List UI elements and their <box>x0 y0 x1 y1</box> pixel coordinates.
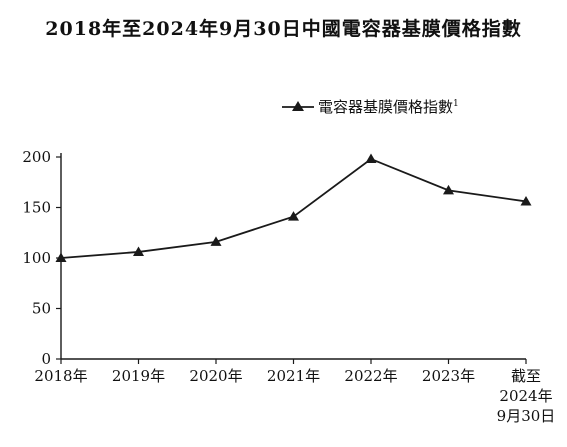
data-point-marker <box>55 252 67 262</box>
x-tick-label: 9月30日 <box>497 407 556 425</box>
legend-label: 電容器基膜價格指數1 <box>318 98 459 116</box>
legend-superscript: 1 <box>453 99 459 109</box>
series-line <box>60 157 527 259</box>
x-tick-label: 2024年 <box>499 387 552 405</box>
y-tick-label: 0 <box>41 350 51 368</box>
data-point-marker <box>210 236 222 246</box>
x-tick-label: 2021年 <box>267 367 320 385</box>
legend-series-name: 電容器基膜價格指數 <box>318 98 453 116</box>
y-tick-label: 100 <box>22 249 51 267</box>
chart-series <box>55 153 532 262</box>
y-tick-label: 200 <box>22 148 51 166</box>
y-tick-label: 50 <box>32 300 51 318</box>
data-point-marker <box>133 246 144 256</box>
data-point-marker <box>443 184 454 195</box>
x-tick-label: 2023年 <box>422 367 475 385</box>
x-tick-label: 2022年 <box>344 367 397 385</box>
x-tick-label: 2019年 <box>112 367 165 385</box>
data-point-marker <box>520 195 532 206</box>
chart-axes: 0 50 100 150 200 2018年 2019年 2020年 2021年 2022年 202… <box>22 148 555 425</box>
chart-title: 2018年至2024年9月30日中國電容器基膜價格指數 <box>45 18 522 40</box>
legend-triangle-marker <box>292 101 304 111</box>
x-tick-label: 2020年 <box>189 367 242 385</box>
data-point-marker <box>288 211 299 221</box>
y-tick-label: 150 <box>22 199 51 217</box>
x-tick-label: 截至 <box>511 367 541 385</box>
data-point-marker <box>365 153 377 164</box>
chart-legend: 電容器基膜價格指數1 <box>282 98 459 116</box>
x-tick-label: 2018年 <box>34 367 87 385</box>
